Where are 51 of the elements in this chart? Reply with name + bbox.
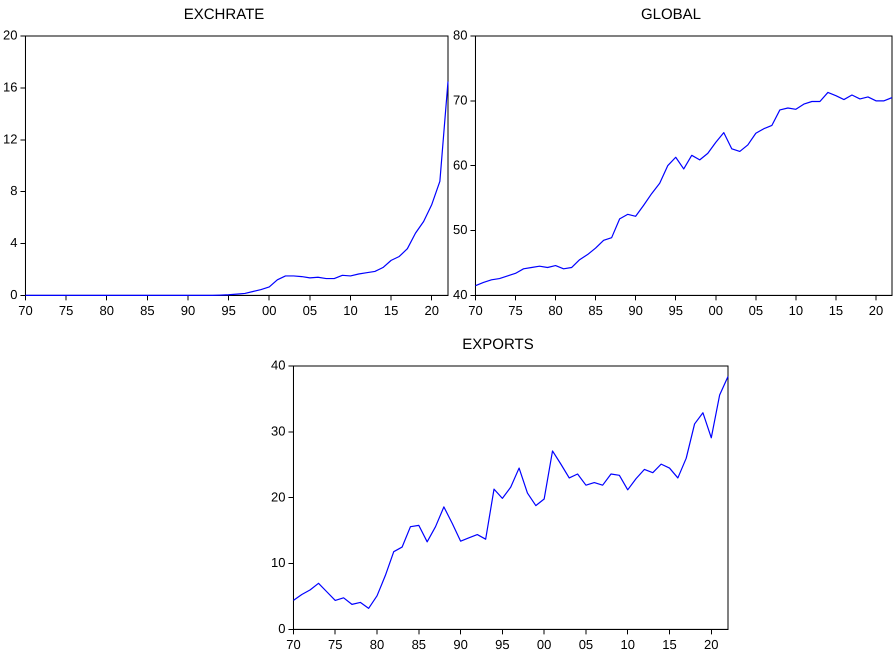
- x-tick-label: 75: [508, 302, 523, 318]
- y-tick-label: 16: [2, 79, 18, 94]
- x-tick-label: 95: [668, 302, 683, 318]
- y-tick-label: 0: [10, 286, 18, 302]
- x-tick-label: 70: [468, 302, 483, 318]
- x-tick-label: 95: [221, 302, 236, 318]
- chart-title: EXCHRATE: [184, 6, 264, 24]
- x-tick-label: 75: [328, 636, 342, 652]
- y-tick-label: 60: [452, 157, 468, 172]
- x-tick-label: 90: [180, 302, 196, 318]
- y-tick-label: 70: [452, 92, 468, 108]
- x-tick-label: 20: [868, 302, 884, 318]
- y-tick-label: 30: [270, 423, 286, 438]
- y-tick-label: 4: [10, 235, 18, 250]
- x-tick-label: 75: [58, 302, 74, 318]
- y-tick-label: 40: [270, 358, 286, 373]
- y-tick-label: 80: [452, 28, 468, 43]
- x-tick-label: 00: [262, 302, 276, 318]
- x-tick-label: 00: [708, 302, 724, 318]
- chart-title: EXPORTS: [462, 336, 534, 354]
- y-tick-label: 0: [278, 620, 286, 636]
- x-tick-label: 70: [286, 636, 301, 652]
- x-tick-label: 05: [302, 302, 318, 318]
- x-tick-label: 85: [140, 302, 155, 318]
- x-tick-label: 10: [788, 302, 804, 318]
- chart-title: GLOBAL: [640, 6, 702, 24]
- x-tick-label: 80: [99, 302, 114, 318]
- x-tick-label: 95: [495, 636, 510, 652]
- y-tick-label: 8: [10, 183, 18, 198]
- x-tick-label: 85: [412, 636, 426, 652]
- y-tick-label: 12: [2, 131, 18, 146]
- x-tick-label: 15: [384, 302, 398, 318]
- x-tick-label: 15: [662, 636, 677, 652]
- y-tick-label: 10: [270, 555, 286, 570]
- x-tick-label: 05: [748, 302, 764, 318]
- x-tick-label: 80: [548, 302, 563, 318]
- x-tick-label: 20: [704, 636, 719, 652]
- x-tick-label: 90: [628, 302, 643, 318]
- x-tick-label: 20: [424, 302, 439, 318]
- x-tick-label: 10: [343, 302, 358, 318]
- x-tick-label: 05: [578, 636, 594, 652]
- x-tick-label: 90: [453, 636, 468, 652]
- x-tick-label: 80: [370, 636, 384, 652]
- x-tick-label: 00: [536, 636, 552, 652]
- y-tick-label: 20: [2, 28, 18, 43]
- y-tick-label: 20: [270, 489, 286, 504]
- y-tick-label: 50: [452, 222, 468, 238]
- y-tick-label: 40: [452, 286, 468, 302]
- x-tick-label: 10: [620, 636, 635, 652]
- x-tick-label: 15: [828, 302, 844, 318]
- x-tick-label: 85: [588, 302, 603, 318]
